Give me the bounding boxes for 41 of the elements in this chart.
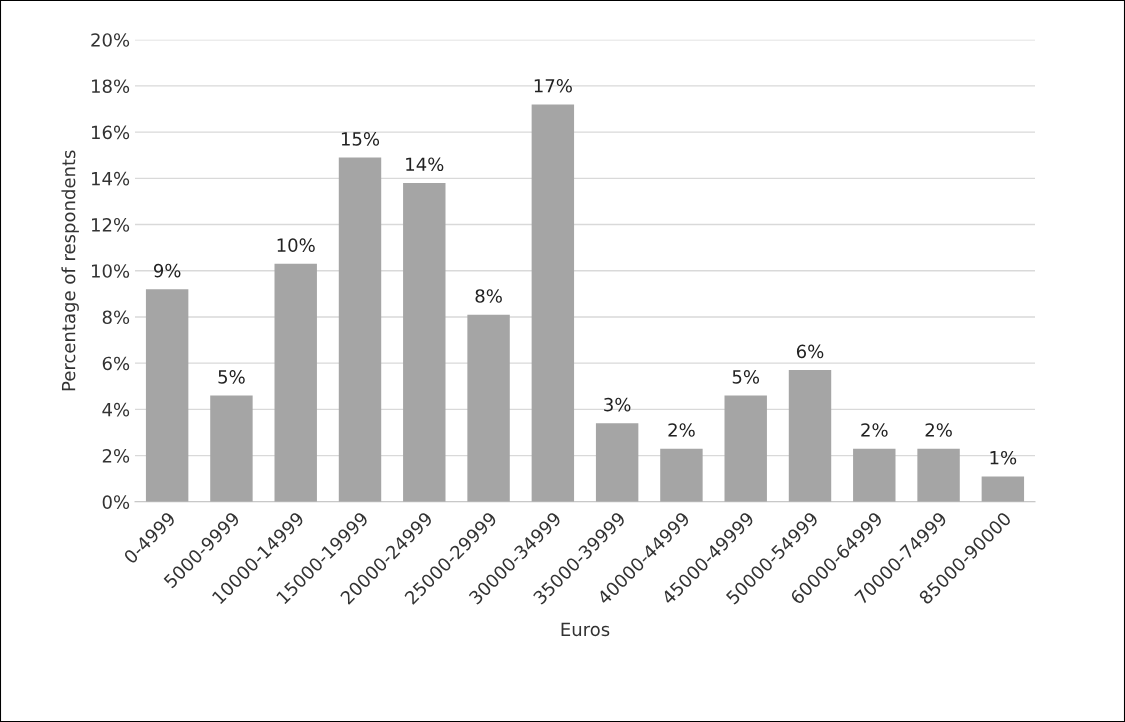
data-label: 2% [861, 423, 888, 437]
data-label: 8% [475, 289, 502, 303]
data-label: 6% [796, 344, 824, 359]
data-label: 2% [925, 423, 952, 437]
bar [531, 104, 575, 502]
bar [917, 448, 960, 502]
bar [788, 370, 832, 502]
bar [338, 157, 382, 502]
data-label: 5% [218, 370, 245, 384]
bar [210, 395, 253, 502]
y-tick-label: 10% [91, 264, 130, 278]
y-tick-label: 16% [91, 125, 130, 140]
y-axis-title: Percentage of respondents [61, 150, 79, 391]
y-tick-label: 12% [91, 218, 130, 232]
data-label: 2% [668, 423, 695, 437]
y-tick-label: 8% [102, 310, 130, 325]
data-label: 5% [732, 370, 760, 384]
data-label: 15% [341, 132, 380, 146]
bar [853, 448, 896, 502]
bar [145, 289, 189, 502]
y-tick-label: 14% [91, 171, 130, 186]
bar [403, 182, 446, 502]
data-label: 17% [534, 78, 572, 93]
data-label: 3% [604, 397, 631, 412]
y-tick-label: 4% [102, 402, 130, 417]
data-label: 9% [153, 263, 181, 278]
data-label: 10% [277, 238, 315, 252]
y-tick-label: 6% [102, 356, 130, 371]
y-tick-label: 18% [91, 79, 130, 94]
bar [981, 476, 1025, 502]
bar [467, 314, 510, 502]
data-label: 1% [990, 450, 1017, 465]
y-tick-label: 2% [102, 449, 130, 463]
x-axis-title: Euros [561, 622, 610, 637]
y-tick-label: 0% [102, 495, 130, 509]
bar [660, 448, 703, 502]
bar [724, 395, 767, 502]
bar [595, 423, 639, 502]
bar [274, 263, 317, 502]
y-tick-label: 20% [91, 33, 130, 47]
data-label: 14% [406, 157, 444, 172]
